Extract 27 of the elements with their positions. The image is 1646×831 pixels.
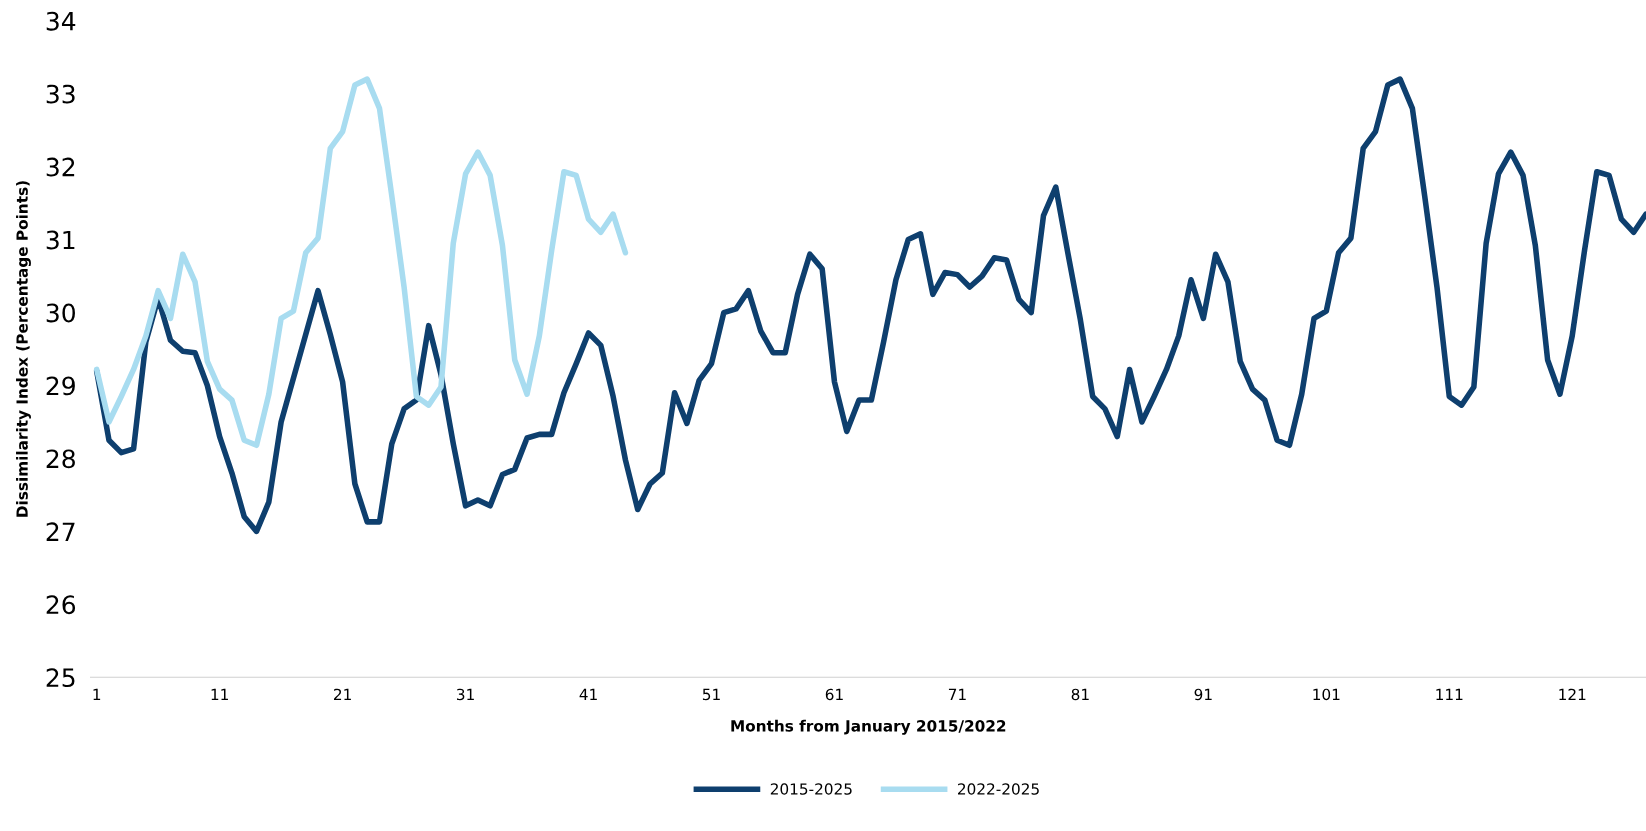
x-tick-label: 61 bbox=[825, 688, 843, 701]
x-tick-label: 91 bbox=[1194, 688, 1212, 701]
y-tick-label: 30 bbox=[46, 303, 75, 323]
y-tick-label: 25 bbox=[46, 668, 75, 688]
y-axis-title: Dissimilarity Index (Percentage Points) bbox=[16, 181, 31, 517]
x-tick-label: 1 bbox=[93, 688, 101, 700]
y-tick-label: 33 bbox=[46, 84, 75, 104]
y-tick-label: 26 bbox=[46, 595, 76, 615]
x-tick-label: 31 bbox=[457, 688, 474, 701]
y-tick-label: 29 bbox=[46, 376, 75, 396]
x-tick-label: 41 bbox=[579, 688, 597, 700]
y-tick-label: 27 bbox=[46, 522, 75, 541]
x-tick-label: 121 bbox=[1559, 688, 1586, 700]
x-tick-label: 81 bbox=[1071, 688, 1089, 701]
x-tick-label: 71 bbox=[948, 688, 966, 700]
x-tick-label: 111 bbox=[1436, 688, 1463, 700]
x-tick-label: 101 bbox=[1313, 688, 1340, 701]
y-tick-label: 32 bbox=[46, 157, 75, 177]
x-tick-label: 51 bbox=[702, 688, 720, 701]
x-tick-label: 11 bbox=[211, 688, 228, 700]
y-tick-label: 34 bbox=[46, 11, 76, 31]
legend-label: 2015-2025 bbox=[770, 783, 852, 795]
x-tick-label: 21 bbox=[334, 688, 351, 700]
legend-label: 2022-2025 bbox=[958, 783, 1039, 795]
x-axis-title: Months from January 2015/2022 bbox=[731, 719, 1006, 735]
y-tick-label: 28 bbox=[46, 449, 75, 469]
y-tick-label: 31 bbox=[46, 230, 75, 250]
